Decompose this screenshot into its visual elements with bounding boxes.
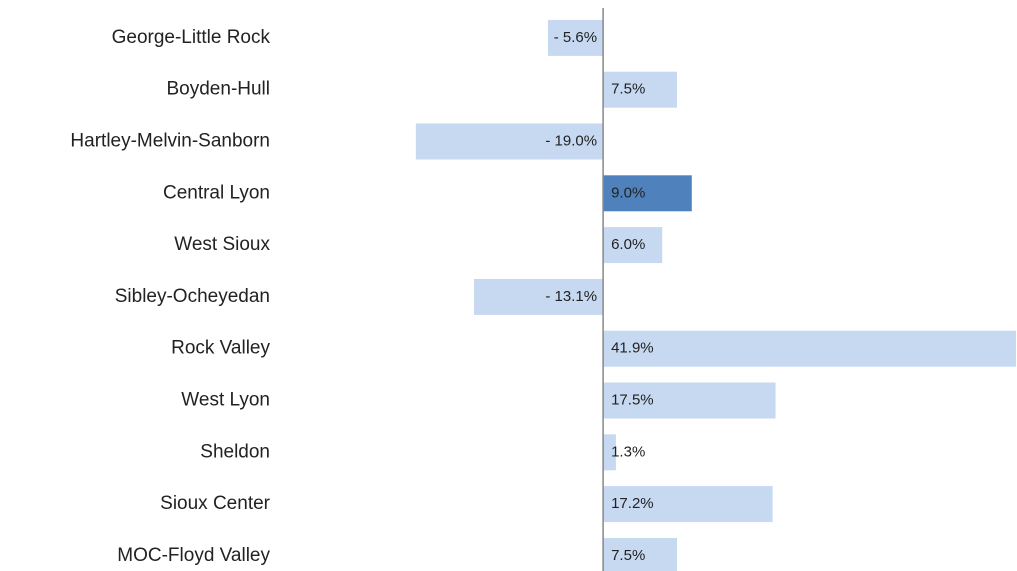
bar: [603, 175, 692, 212]
value-label: 7.5%: [611, 547, 645, 564]
value-label: 17.5%: [611, 391, 654, 408]
bar: [415, 123, 604, 160]
value-label: - 19.0%: [545, 132, 597, 149]
value-label: 1.3%: [611, 443, 645, 460]
value-label: 7.5%: [611, 81, 645, 98]
category-label: West Lyon: [181, 390, 270, 411]
category-label: Sioux Center: [160, 493, 271, 514]
category-label: Sibley-Ocheyedan: [115, 286, 270, 307]
value-label: 17.2%: [611, 495, 654, 512]
bar: [603, 330, 1017, 367]
category-label: Boyden-Hull: [167, 79, 271, 100]
bar: [603, 537, 678, 571]
bar: [603, 71, 678, 108]
value-label: 9.0%: [611, 184, 645, 201]
value-label: 41.9%: [611, 340, 654, 357]
category-label: George-Little Rock: [112, 27, 271, 48]
bar: [603, 382, 776, 419]
value-label: - 13.1%: [545, 288, 597, 305]
category-label: Hartley-Melvin-Sanborn: [70, 131, 270, 152]
value-label: - 5.6%: [554, 29, 597, 46]
category-label: MOC-Floyd Valley: [117, 545, 270, 566]
bar: [603, 486, 773, 523]
category-label: Central Lyon: [163, 182, 270, 203]
category-label: West Sioux: [174, 234, 270, 255]
category-label: Rock Valley: [171, 338, 270, 359]
bar: [547, 19, 604, 56]
value-label: 6.0%: [611, 236, 645, 253]
bar: [603, 227, 663, 264]
category-label: Sheldon: [200, 441, 270, 462]
bar: [603, 434, 616, 471]
bar: [473, 278, 604, 315]
